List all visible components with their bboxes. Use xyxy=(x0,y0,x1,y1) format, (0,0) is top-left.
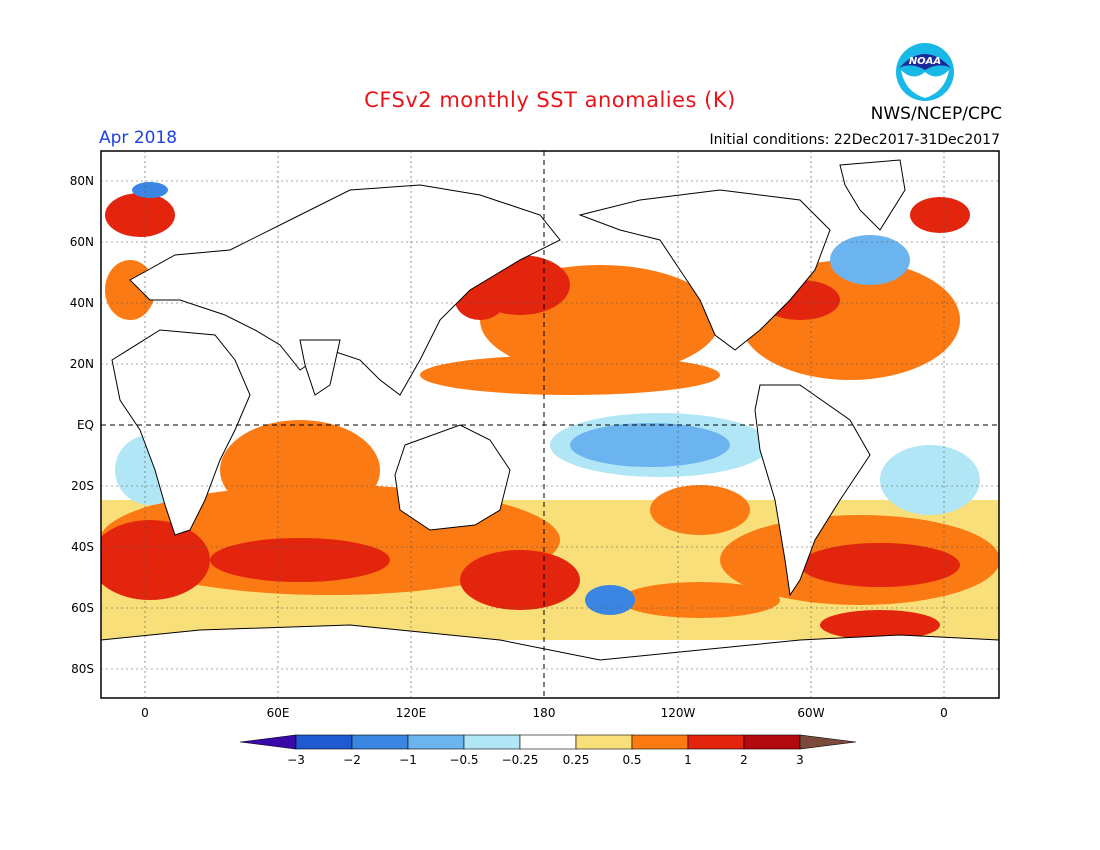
lon-label: 0 xyxy=(141,706,149,720)
lat-label: 60N xyxy=(70,235,94,249)
lat-label: 80N xyxy=(70,174,94,188)
colorbar-label: 0.25 xyxy=(563,753,590,767)
lon-label: 180 xyxy=(533,706,556,720)
lat-label: 40N xyxy=(70,296,94,310)
colorbar-label: 0.5 xyxy=(622,753,641,767)
colorbar-box xyxy=(687,734,745,750)
colorbar-label: −2 xyxy=(343,753,361,767)
colorbar-box xyxy=(575,734,633,750)
lat-label: 20N xyxy=(70,357,94,371)
lon-label: 0 xyxy=(940,706,948,720)
colorbar-label: 3 xyxy=(796,753,804,767)
initial-conditions: Initial conditions: 22Dec2017-31Dec2017 xyxy=(709,132,1001,148)
colorbar-box xyxy=(295,734,353,750)
map-title: CFSv2 monthly SST anomalies (K) xyxy=(364,88,736,112)
lat-label: 40S xyxy=(71,540,94,554)
lat-labels: 80N 60N 40N 20N EQ 20S 40S 60S 80S xyxy=(70,174,94,676)
lat-label: 80S xyxy=(71,662,94,676)
colorbar-box xyxy=(463,734,521,750)
colorbar-box xyxy=(407,734,465,750)
colorbar-label: 2 xyxy=(740,753,748,767)
colorbar-label: −3 xyxy=(287,753,305,767)
colorbar-box xyxy=(351,734,409,750)
noaa-logo-text: NOAA xyxy=(909,56,941,67)
colorbar-box xyxy=(519,734,577,750)
lon-label: 60W xyxy=(797,706,824,720)
colorbar-label: −0.5 xyxy=(449,753,478,767)
continents xyxy=(100,159,1000,699)
noaa-logo: NOAA xyxy=(896,43,954,101)
lat-label: 60S xyxy=(71,601,94,615)
lon-label: 120E xyxy=(396,706,427,720)
lon-label: 120W xyxy=(661,706,696,720)
colorbar-box xyxy=(743,734,801,750)
agency-label: NWS/NCEP/CPC xyxy=(870,104,1002,124)
equator-dateline xyxy=(101,151,999,698)
gridlines xyxy=(101,151,999,698)
colorbar: −3 −2 −1 −0.5 −0.25 0.25 0.5 1 2 3 xyxy=(239,734,857,767)
lat-label: 20S xyxy=(71,479,94,493)
colorbar-arrow-low xyxy=(239,734,297,750)
colorbar-label: −1 xyxy=(399,753,417,767)
forecast-month: Apr 2018 xyxy=(99,128,178,148)
lon-labels: 0 60E 120E 180 120W 60W 0 xyxy=(141,706,948,720)
lon-label: 60E xyxy=(267,706,290,720)
colorbar-box xyxy=(631,734,689,750)
lat-label: EQ xyxy=(77,418,94,432)
colorbar-label: −0.25 xyxy=(502,753,539,767)
colorbar-label: 1 xyxy=(684,753,692,767)
colorbar-arrow-high xyxy=(799,734,857,750)
